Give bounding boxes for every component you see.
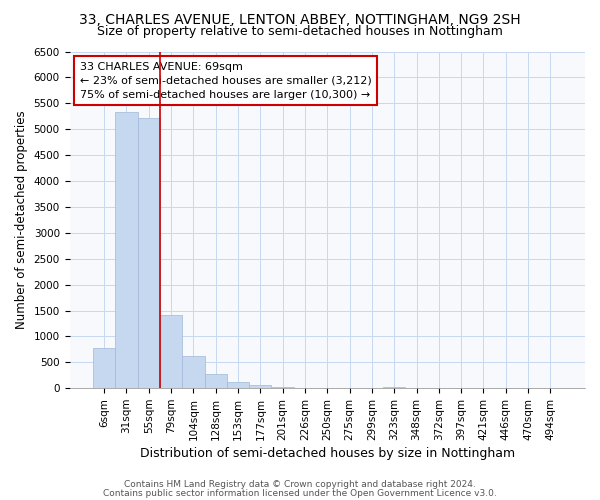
- Text: Contains public sector information licensed under the Open Government Licence v3: Contains public sector information licen…: [103, 488, 497, 498]
- Text: 33, CHARLES AVENUE, LENTON ABBEY, NOTTINGHAM, NG9 2SH: 33, CHARLES AVENUE, LENTON ABBEY, NOTTIN…: [79, 12, 521, 26]
- Bar: [115, 112, 137, 388]
- Bar: [249, 384, 271, 388]
- X-axis label: Distribution of semi-detached houses by size in Nottingham: Distribution of semi-detached houses by …: [140, 447, 515, 460]
- Text: 33 CHARLES AVENUE: 69sqm
← 23% of semi-detached houses are smaller (3,212)
75% o: 33 CHARLES AVENUE: 69sqm ← 23% of semi-d…: [80, 62, 371, 100]
- Bar: [383, 386, 406, 388]
- Y-axis label: Number of semi-detached properties: Number of semi-detached properties: [15, 110, 28, 329]
- Bar: [205, 374, 227, 388]
- Bar: [227, 382, 249, 388]
- Bar: [160, 314, 182, 388]
- Bar: [271, 386, 294, 388]
- Bar: [93, 348, 115, 388]
- Text: Size of property relative to semi-detached houses in Nottingham: Size of property relative to semi-detach…: [97, 25, 503, 38]
- Bar: [182, 356, 205, 388]
- Bar: [137, 118, 160, 388]
- Text: Contains HM Land Registry data © Crown copyright and database right 2024.: Contains HM Land Registry data © Crown c…: [124, 480, 476, 489]
